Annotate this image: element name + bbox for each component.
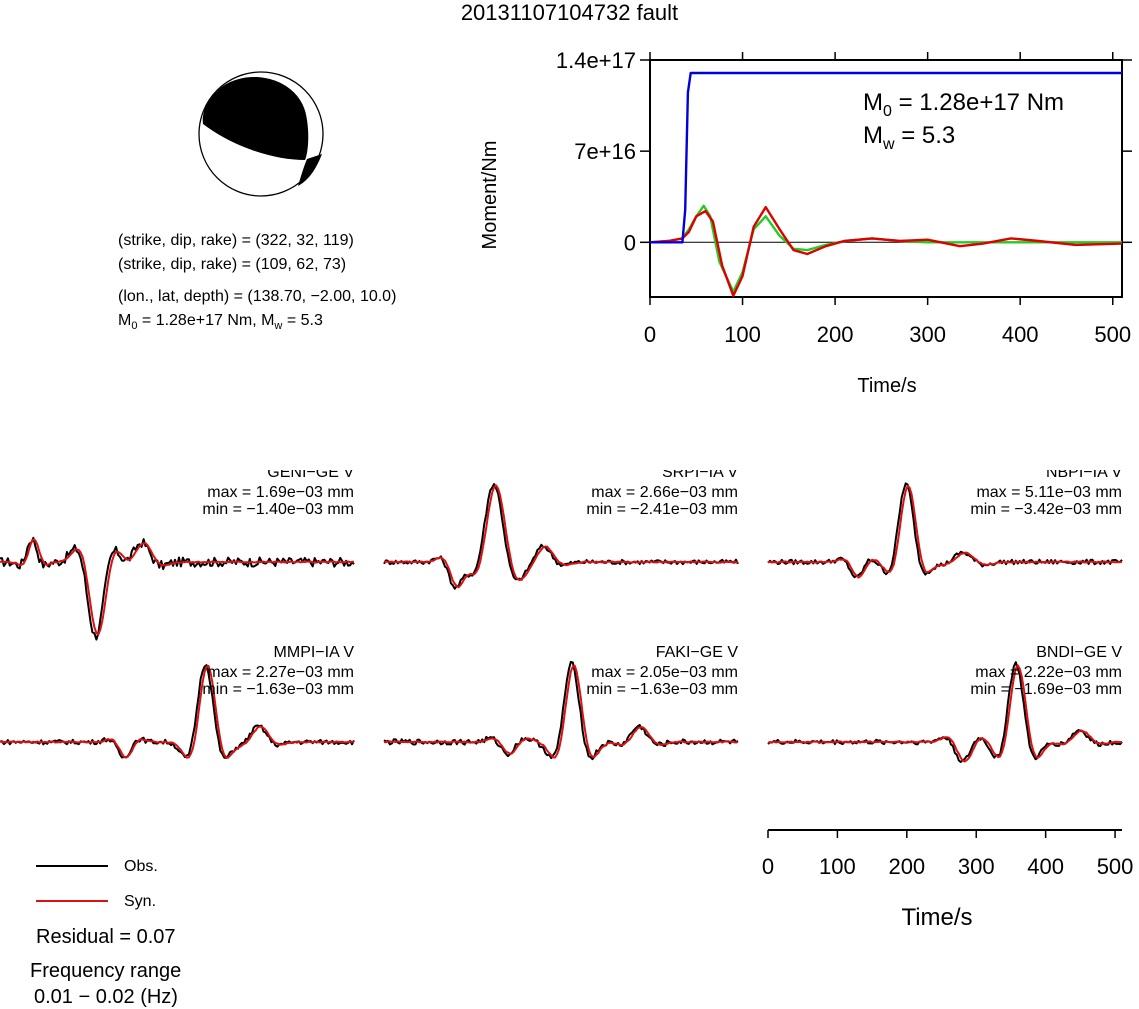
station-max-label: max = 2.05e−03 mm	[591, 664, 738, 681]
moment-plot-frame	[649, 59, 1123, 298]
station-max-label: max = 2.22e−03 mm	[975, 664, 1122, 681]
moment-y-tick-label: 7e+16	[574, 139, 636, 164]
moment-y-axis-label: Moment/Nm	[479, 141, 501, 250]
beachball-compressional-lobe-2	[298, 154, 322, 186]
station-label: GENI−GE V	[267, 470, 354, 481]
waveform-x-tick-label: 100	[819, 854, 856, 879]
station-min-label: min = −3.42e−03 mm	[970, 501, 1122, 518]
moment-x-tick-label: 0	[644, 322, 656, 347]
waveform-x-tick-label: 400	[1027, 854, 1064, 879]
synthetic-trace	[383, 484, 739, 589]
station-min-label: min = −2.41e−03 mm	[586, 501, 738, 518]
moment-m0-annotation: M0 = 1.28e+17 Nm	[863, 89, 1064, 120]
residual-text: Residual = 0.07	[36, 926, 176, 948]
nodal-plane-2: (strike, dip, rake) = (109, 62, 73)	[118, 256, 347, 273]
moment-series-line	[649, 204, 1122, 294]
synthetic-trace	[0, 538, 354, 636]
synthetic-trace	[383, 664, 739, 759]
waveform-x-tick-label: 200	[888, 854, 925, 879]
moment-x-tick-label: 400	[1002, 322, 1039, 347]
synthetic-trace	[767, 664, 1123, 763]
station-max-label: max = 2.66e−03 mm	[591, 484, 738, 501]
station-max-label: max = 1.69e−03 mm	[207, 484, 354, 501]
station-min-label: min = −1.63e−03 mm	[202, 681, 354, 698]
waveform-x-tick-label: 0	[762, 854, 774, 879]
moment-x-axis-label: Time/s	[857, 375, 916, 397]
waveform-x-tick-label: 300	[958, 854, 995, 879]
legend: Obs. Syn.	[36, 858, 158, 910]
legend-obs-label: Obs.	[124, 858, 158, 875]
station-max-label: max = 2.27e−03 mm	[207, 664, 354, 681]
station-label: NBPI−IA V	[1046, 470, 1122, 481]
page-title: 20131107104732 fault	[460, 0, 679, 25]
source-location: (lon., lat, depth) = (138.70, −2.00, 10.…	[118, 288, 397, 305]
legend-syn-label: Syn.	[124, 893, 156, 910]
station-label: FAKI−GE V	[656, 644, 739, 661]
moment-y-tick-label: 1.4e+17	[556, 48, 636, 73]
waveform-x-axis-label: Time/s	[901, 904, 972, 931]
station-label: SRPI−IA V	[662, 470, 738, 481]
moment-chart: 07e+161.4e+170 100 200 300 400 500 Moment/Nm …	[479, 48, 1132, 397]
waveform-x-tick-label: 500	[1097, 854, 1134, 879]
synthetic-trace	[767, 485, 1123, 579]
beachball-diagram	[198, 71, 324, 197]
station-max-label: max = 5.11e−03 mm	[976, 484, 1122, 501]
synthetic-trace	[0, 665, 355, 759]
station-min-label: min = −1.40e−03 mm	[202, 501, 354, 518]
moment-x-tick-label: 200	[817, 322, 854, 347]
moment-x-tick-label: 500	[1094, 322, 1131, 347]
station-label: MMPI−IA V	[274, 644, 355, 661]
observed-trace	[0, 536, 355, 641]
moment-x-tick-label: 100	[724, 322, 761, 347]
moment-x-tick-label: 300	[909, 322, 946, 347]
source-moment-summary: M0 = 1.28e+17 Nm, Mw = 5.3	[118, 312, 323, 332]
frequency-range-title: Frequency range	[30, 960, 182, 982]
moment-mw-annotation: Mw = 5.3	[863, 122, 955, 153]
nodal-plane-1: (strike, dip, rake) = (322, 32, 119)	[118, 232, 354, 249]
moment-series-line	[649, 205, 1123, 297]
station-label: BNDI−GE V	[1036, 644, 1122, 661]
station-min-label: min = −1.69e−03 mm	[970, 681, 1122, 698]
moment-y-tick-label: 0	[624, 230, 636, 255]
station-min-label: min = −1.63e−03 mm	[586, 681, 738, 698]
frequency-range-value: 0.01 − 0.02 (Hz)	[34, 986, 178, 1008]
beachball-compressional-lobe-1	[202, 76, 309, 160]
moment-series-line	[650, 71, 1122, 244]
